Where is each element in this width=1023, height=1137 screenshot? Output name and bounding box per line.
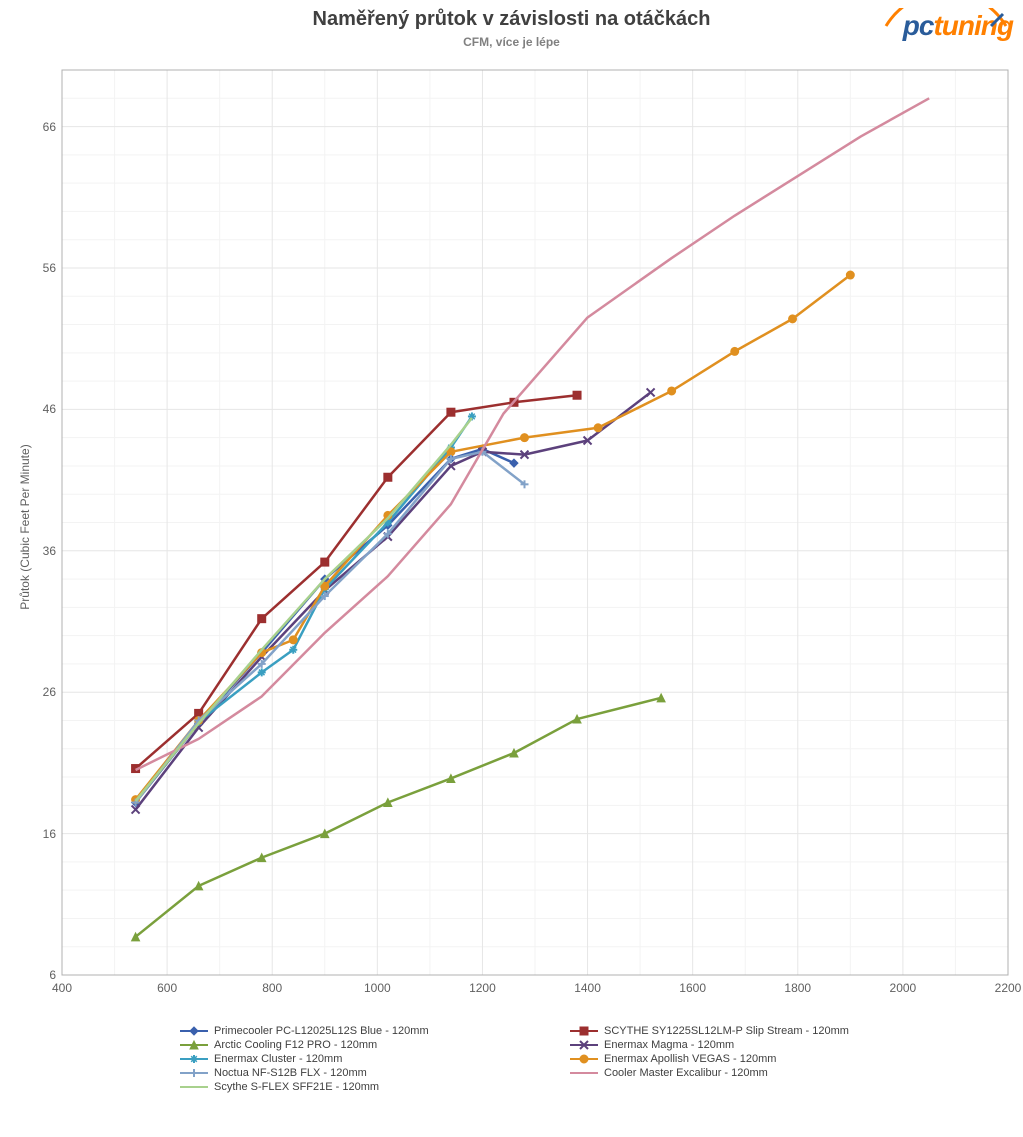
x-tick-label: 1000 xyxy=(364,981,391,995)
legend-swatch xyxy=(180,1086,208,1088)
x-tick-label: 1200 xyxy=(469,981,496,995)
x-tick-label: 1400 xyxy=(574,981,601,995)
legend-item: SCYTHE SY1225SL12LM-P Slip Stream - 120m… xyxy=(570,1025,900,1037)
chart-legend: Primecooler PC-L12025L12S Blue - 120mm SC… xyxy=(180,1025,900,1093)
legend-item xyxy=(570,1081,900,1093)
x-tick-label: 1600 xyxy=(679,981,706,995)
y-tick-label: 66 xyxy=(32,120,56,134)
legend-label: Enermax Magma - 120mm xyxy=(604,1039,734,1051)
legend-label: Arctic Cooling F12 PRO - 120mm xyxy=(214,1039,377,1051)
legend-swatch xyxy=(180,1030,208,1032)
legend-label: Noctua NF-S12B FLX - 120mm xyxy=(214,1067,367,1079)
legend-swatch xyxy=(180,1058,208,1060)
legend-swatch xyxy=(570,1044,598,1046)
legend-swatch xyxy=(180,1044,208,1046)
x-tick-label: 400 xyxy=(52,981,72,995)
legend-swatch xyxy=(180,1072,208,1074)
x-tick-label: 1800 xyxy=(784,981,811,995)
legend-swatch xyxy=(570,1072,598,1074)
legend-item: Enermax Apollish VEGAS - 120mm xyxy=(570,1053,900,1065)
chart-container: Naměřený průtok v závislosti na otáčkách… xyxy=(0,0,1023,1137)
x-tick-label: 600 xyxy=(157,981,177,995)
legend-label: Scythe S-FLEX SFF21E - 120mm xyxy=(214,1081,379,1093)
x-tick-label: 2000 xyxy=(890,981,917,995)
y-tick-label: 46 xyxy=(32,402,56,416)
legend-label: Enermax Cluster - 120mm xyxy=(214,1053,342,1065)
legend-swatch xyxy=(570,1030,598,1032)
chart-plot xyxy=(0,0,1023,1137)
legend-item: Scythe S-FLEX SFF21E - 120mm xyxy=(180,1081,510,1093)
y-tick-label: 26 xyxy=(32,685,56,699)
x-tick-label: 800 xyxy=(262,981,282,995)
legend-item: Enermax Cluster - 120mm xyxy=(180,1053,510,1065)
legend-item: Enermax Magma - 120mm xyxy=(570,1039,900,1051)
legend-item: Cooler Master Excalibur - 120mm xyxy=(570,1067,900,1079)
legend-item: Primecooler PC-L12025L12S Blue - 120mm xyxy=(180,1025,510,1037)
legend-label: Primecooler PC-L12025L12S Blue - 120mm xyxy=(214,1025,429,1037)
legend-label: SCYTHE SY1225SL12LM-P Slip Stream - 120m… xyxy=(604,1025,849,1037)
x-tick-label: 2200 xyxy=(995,981,1022,995)
legend-label: Enermax Apollish VEGAS - 120mm xyxy=(604,1053,776,1065)
legend-item: Arctic Cooling F12 PRO - 120mm xyxy=(180,1039,510,1051)
y-tick-label: 36 xyxy=(32,544,56,558)
y-tick-label: 56 xyxy=(32,261,56,275)
legend-item: Noctua NF-S12B FLX - 120mm xyxy=(180,1067,510,1079)
y-tick-label: 16 xyxy=(32,827,56,841)
legend-label: Cooler Master Excalibur - 120mm xyxy=(604,1067,768,1079)
legend-swatch xyxy=(570,1058,598,1060)
y-tick-label: 6 xyxy=(32,968,56,982)
